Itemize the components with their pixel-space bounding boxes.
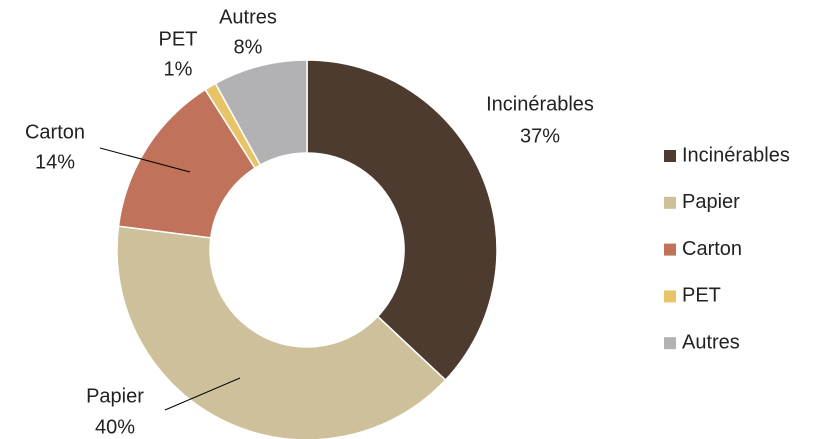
slice-label-name: Carton <box>25 121 85 143</box>
legend-swatch <box>664 196 676 209</box>
legend-label: Incinérables <box>682 144 790 166</box>
slice-label-name: Autres <box>219 6 277 28</box>
legend-label: Papier <box>682 191 740 213</box>
legend-swatch <box>664 243 676 256</box>
slice-label-value: 1% <box>164 58 193 80</box>
leader-line <box>99 147 191 173</box>
slice <box>306 59 498 382</box>
slice-label-name: PET <box>159 28 198 50</box>
slice-label-name: Incinérables <box>486 93 594 115</box>
slice-label-name: Papier <box>86 385 144 407</box>
slice-label-value: 37% <box>520 125 560 147</box>
legend-label: Carton <box>682 238 742 260</box>
leader-line <box>164 377 241 411</box>
legend-swatch <box>664 150 676 162</box>
legend-label: Autres <box>682 331 740 353</box>
slice <box>214 59 308 167</box>
legend-label: PET <box>682 285 721 307</box>
slice-label-value: 14% <box>35 151 75 173</box>
slice <box>116 225 447 439</box>
slice-label-value: 8% <box>234 36 263 58</box>
legend-swatch <box>664 290 676 303</box>
legend-swatch <box>664 337 676 350</box>
slice-label-value: 40% <box>95 416 135 438</box>
